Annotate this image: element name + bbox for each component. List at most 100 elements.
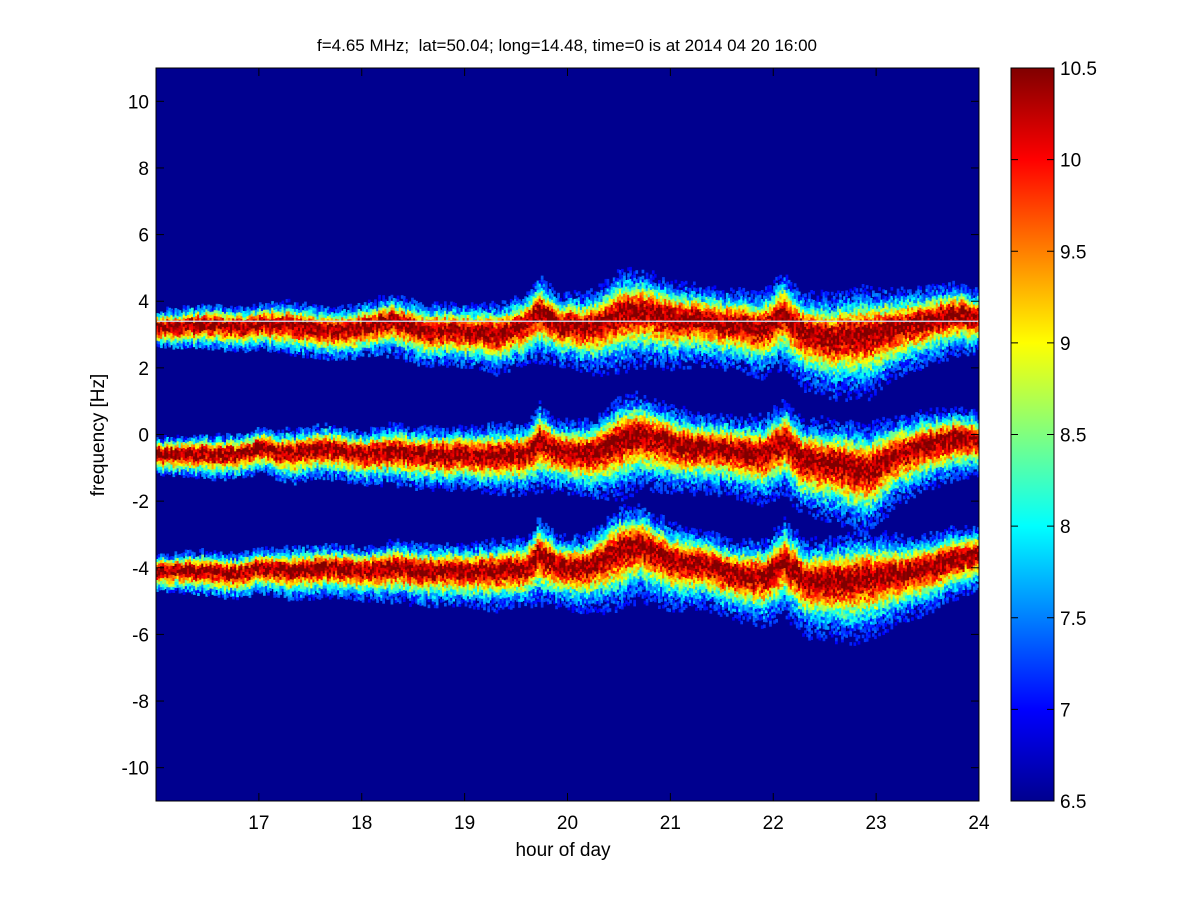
heat-cell [448,344,451,348]
heat-cell [182,341,186,345]
heat-cell [423,361,427,365]
heat-cell [203,308,206,313]
heat-cell [359,313,363,318]
heat-cell [390,333,394,338]
heat-cell [263,336,266,340]
heat-cell [260,313,264,317]
heat-cell [178,328,182,332]
heat-cell [337,315,340,320]
heat-cell [345,318,348,322]
heat-cell [380,330,383,335]
heat-cell [172,340,176,344]
heat-cell [291,332,295,336]
heat-cell [417,333,420,337]
heat-cell [240,318,244,323]
heat-cell [405,346,408,351]
heat-cell [209,335,213,340]
heat-cell [359,346,363,351]
heat-cell [396,298,400,303]
heat-cell [335,327,338,331]
heat-cell [172,343,176,347]
heat-cell [370,311,373,315]
heat-cell [281,303,285,308]
heat-cell [269,310,272,314]
heat-cell [374,347,377,351]
heat-cell [370,350,373,354]
heat-cell [421,340,425,345]
heat-cell [168,325,171,330]
heat-cell [409,331,412,336]
heat-cell [392,331,396,335]
heat-cell [417,321,420,325]
heat-cell [330,326,334,331]
heat-cell [357,333,361,337]
heat-cell [355,335,359,339]
heat-cell [263,330,266,334]
heat-cell [328,349,332,354]
heat-cell [195,312,198,317]
heat-cell [267,306,270,310]
heat-cell [456,348,460,353]
heat-cell [417,315,420,319]
heat-cell [444,361,447,365]
heat-cell [411,312,414,317]
heat-cell [437,359,441,364]
heat-cell [427,331,431,335]
heat-cell [427,334,431,338]
heat-cell [201,339,204,344]
heat-cell [398,318,402,323]
heat-cell [316,312,320,317]
heat-cell [425,351,429,356]
heat-cell [223,333,227,338]
heat-cell [390,336,394,341]
heat-cell [322,308,326,312]
heat-cell [400,331,404,335]
heat-cell [170,341,174,346]
heat-cell [289,334,293,339]
heat-cell [454,309,457,313]
heat-cell [355,329,359,333]
heat-cell [265,315,268,319]
heat-cell [203,320,206,325]
heat-cell [363,323,367,327]
heat-cell [341,355,344,360]
heat-cell [417,312,420,316]
heat-cell [256,335,260,339]
heat-cell [298,306,301,310]
heat-cell [217,322,221,326]
heat-cell [219,331,223,336]
heat-cell [374,302,377,306]
heat-cell [223,327,227,332]
heat-cell [351,335,355,339]
heat-cell [250,340,254,344]
heat-cell [223,321,227,326]
heat-cell [627,363,630,367]
heat-cell [230,320,233,325]
heat-cell [211,341,215,345]
heat-cell [643,363,647,367]
heat-cell [209,338,213,342]
heat-cell [345,357,348,361]
heat-cell [184,339,188,343]
heat-cell [423,355,427,359]
heat-cell [421,304,425,309]
heat-cell [339,356,342,361]
heat-cell [195,339,198,344]
heat-cell [450,325,453,330]
heat-cell [400,343,404,347]
heat-cell [390,318,394,323]
heat-cell [215,345,219,350]
heat-cell [244,325,248,330]
heat-cell [365,323,369,328]
heat-cell [446,343,449,347]
heat-cell [335,351,338,355]
heat-cell [357,351,361,355]
heat-cell [361,305,365,309]
heat-cell [439,315,443,320]
heat-cell [349,333,353,338]
heat-cell [411,300,414,305]
heat-cell [279,317,283,321]
heat-cell [378,312,381,317]
heat-cell [347,333,350,338]
heat-cell [351,350,355,354]
